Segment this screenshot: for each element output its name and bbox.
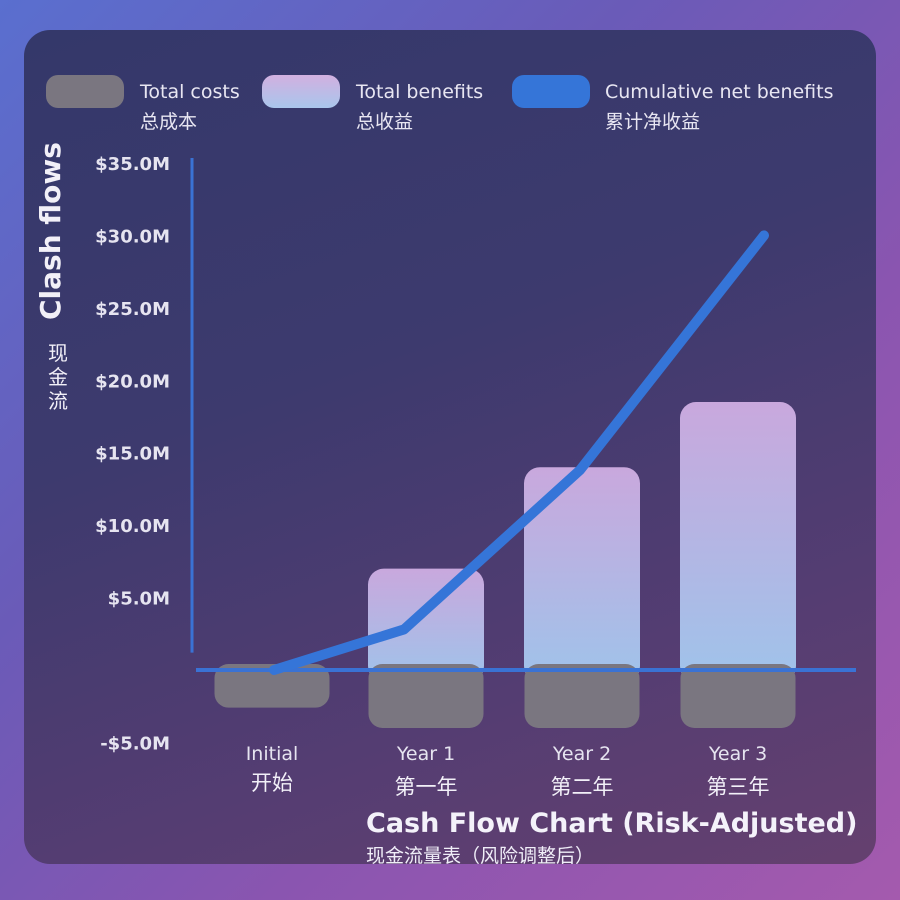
legend-label-benefits-zh: 总收益 xyxy=(356,111,413,133)
x-category-label: Year 2 xyxy=(552,743,611,765)
x-category-label-zh: 第一年 xyxy=(395,775,458,799)
chart-subtitle: 现金流量表（风险调整后） xyxy=(366,845,594,864)
y-tick-label: $10.0M xyxy=(95,516,170,537)
y-tick-label: $15.0M xyxy=(95,444,170,465)
y-tick-label: $5.0M xyxy=(108,589,170,610)
cost-bar xyxy=(680,664,796,728)
y-tick-label: -$5.0M xyxy=(100,733,170,754)
y-axis-label: Clash flows xyxy=(34,142,67,320)
x-category-label: Initial xyxy=(246,743,299,765)
y-axis-label-zh: 现金流 xyxy=(48,341,68,413)
benefit-bar xyxy=(368,568,484,682)
cost-bar xyxy=(368,664,484,728)
benefit-bar xyxy=(524,467,640,682)
cost-bar xyxy=(214,664,330,708)
chart-title: Cash Flow Chart (Risk-Adjusted) xyxy=(366,808,857,839)
legend-swatch-cumulative xyxy=(512,75,590,108)
y-axis-label-zh-char: 金 xyxy=(48,365,68,389)
legend-item-costs: Total costs 总成本 xyxy=(46,75,240,133)
x-axis-categories: Initial 开始 Year 1 第一年 Year 2 第二年 Year 3 第三年 xyxy=(246,743,770,799)
chart-card: Total costs 总成本 Total benefits 总收益 Cumul… xyxy=(24,30,876,864)
legend-label-cumulative-zh: 累计净收益 xyxy=(605,111,700,133)
cash-flow-chart: Total costs 总成本 Total benefits 总收益 Cumul… xyxy=(34,75,857,864)
legend-swatch-benefits xyxy=(262,75,340,108)
legend-label-benefits-en: Total benefits xyxy=(355,81,483,103)
x-category-label-zh: 第二年 xyxy=(551,775,614,799)
y-tick-label: $25.0M xyxy=(95,299,170,320)
legend-item-benefits: Total benefits 总收益 xyxy=(262,75,483,133)
y-axis-label-zh-char: 流 xyxy=(48,389,68,413)
y-tick-label: $20.0M xyxy=(95,371,170,392)
legend-item-cumulative: Cumulative net benefits 累计净收益 xyxy=(512,75,834,133)
legend: Total costs 总成本 Total benefits 总收益 Cumul… xyxy=(46,75,834,133)
x-category-label-zh: 开始 xyxy=(251,771,293,795)
cost-bar xyxy=(524,664,640,728)
legend-swatch-costs xyxy=(46,75,124,108)
y-axis-ticks: $35.0M $30.0M $25.0M $20.0M $15.0M $10.0M $5.0… xyxy=(95,154,170,754)
legend-label-costs-zh: 总成本 xyxy=(140,111,197,133)
y-axis-label-zh-char: 现 xyxy=(48,341,68,365)
legend-label-cumulative-en: Cumulative net benefits xyxy=(605,81,834,103)
y-tick-label: $30.0M xyxy=(95,226,170,247)
x-category-label: Year 3 xyxy=(708,743,767,765)
x-category-label-zh: 第三年 xyxy=(707,775,770,799)
y-tick-label: $35.0M xyxy=(95,154,170,175)
bars xyxy=(214,402,796,728)
benefit-bar xyxy=(680,402,796,682)
legend-label-costs-en: Total costs xyxy=(139,81,240,103)
cumulative-net-benefits-line xyxy=(269,230,769,675)
x-category-label: Year 1 xyxy=(396,743,455,765)
